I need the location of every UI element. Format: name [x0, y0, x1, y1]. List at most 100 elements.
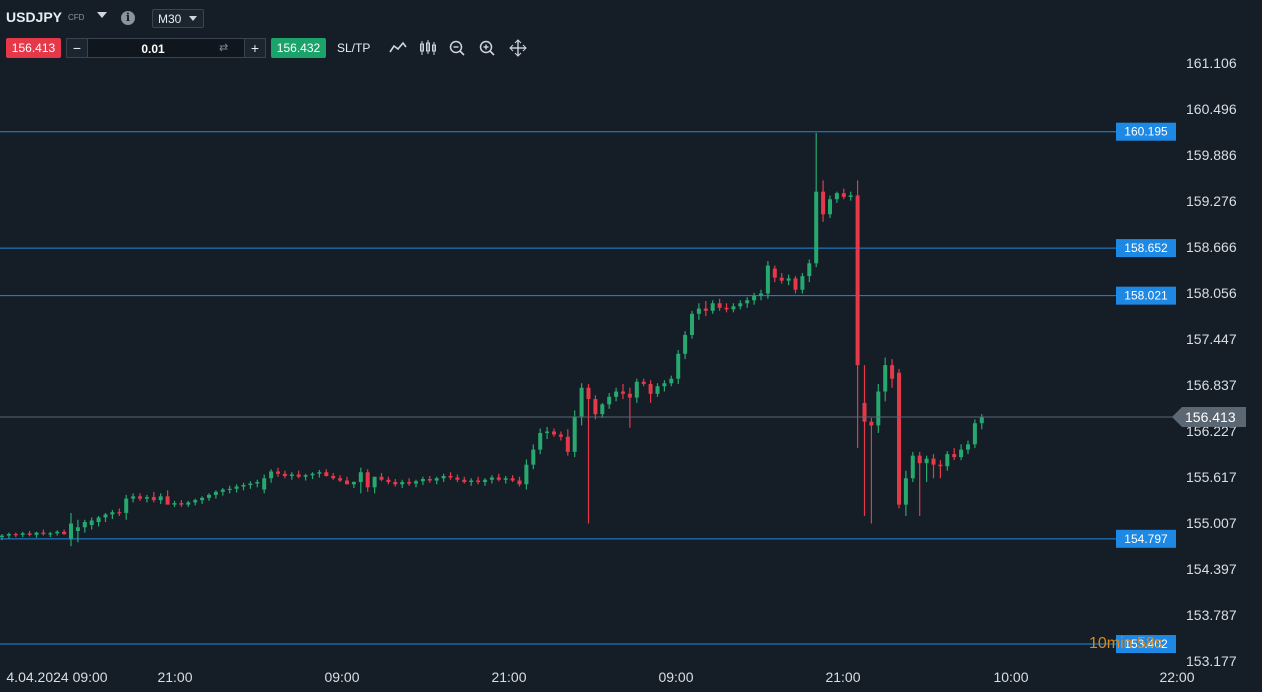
candle-body [220, 489, 225, 492]
candle [469, 478, 474, 486]
buy-button[interactable]: 156.432 [271, 38, 326, 58]
candle-body [910, 455, 915, 479]
candle-body [489, 477, 494, 480]
candle [634, 378, 639, 403]
candle-body [345, 480, 349, 485]
candle-body [434, 478, 439, 481]
candle [627, 387, 632, 428]
candle [317, 469, 322, 478]
candle [841, 188, 846, 200]
candle-body [241, 485, 246, 487]
candle-body [690, 313, 694, 335]
candle [779, 273, 784, 284]
zoom-in-icon[interactable] [478, 39, 498, 57]
candle-body [627, 393, 632, 398]
y-tick-label: 153.177 [1186, 653, 1237, 669]
candle-body [607, 396, 612, 405]
candle [144, 494, 149, 503]
decrease-quantity-button[interactable]: − [67, 39, 88, 57]
candle-body [207, 494, 211, 498]
candle [558, 431, 563, 441]
candle-body [41, 532, 46, 535]
level-label-2[interactable]: 158.021 [1124, 289, 1168, 303]
candle [379, 472, 384, 482]
candle-body [448, 475, 453, 478]
candle [579, 383, 584, 426]
candle [641, 378, 646, 387]
candle-body [317, 472, 322, 474]
x-tick-label: 21:00 [825, 669, 860, 685]
candle-body [586, 387, 591, 400]
price-axis[interactable]: 161.106 160.496 159.886 159.276 158.666 158.0… [1186, 55, 1237, 669]
candle-body [821, 191, 826, 215]
candle-body [483, 479, 487, 483]
candle [738, 300, 743, 310]
candle-countdown: 10min 58s [1089, 635, 1163, 652]
level-label-0[interactable]: 160.195 [1124, 125, 1168, 139]
candle [897, 368, 901, 509]
candle-body [545, 431, 550, 434]
move-icon[interactable] [508, 39, 528, 57]
candle-body [55, 531, 60, 534]
candle [765, 261, 770, 299]
candle [41, 529, 46, 536]
candle [931, 454, 936, 479]
candle-body [841, 193, 846, 197]
y-tick-label: 155.007 [1186, 515, 1237, 531]
zoom-out-icon[interactable] [448, 39, 468, 57]
x-tick-label: 10:00 [993, 669, 1028, 685]
candle-body [248, 483, 253, 486]
candle-body [69, 523, 73, 539]
candle-body [972, 423, 977, 445]
symbol-dropdown-icon[interactable] [97, 12, 107, 18]
level-label-3[interactable]: 154.797 [1124, 532, 1168, 546]
y-tick-label: 154.397 [1186, 561, 1237, 577]
candle [282, 470, 287, 479]
candle-body [565, 436, 570, 452]
quantity-input[interactable] [91, 39, 215, 59]
candle-body [938, 464, 943, 467]
candle-body [427, 479, 432, 481]
candles-icon[interactable] [418, 39, 438, 57]
candle-body [34, 532, 39, 535]
candle-body [82, 522, 87, 528]
candle-body [552, 431, 556, 435]
y-tick-label: 155.617 [1186, 469, 1237, 485]
quantity-stepper: − ⇄ + [66, 38, 266, 59]
candle-body [455, 477, 460, 480]
y-tick-label: 156.227 [1186, 423, 1237, 439]
y-tick-label: 159.886 [1186, 147, 1237, 163]
timeframe-select[interactable]: M30 [152, 9, 204, 28]
info-icon[interactable]: i [121, 11, 135, 25]
instrument-type-badge: CFD [68, 13, 85, 22]
symbol-name[interactable]: USDJPY [6, 9, 63, 25]
candle-body [262, 478, 267, 490]
candle-body [269, 471, 274, 479]
candle [103, 512, 108, 523]
level-label-4[interactable]: 153.402 [1124, 637, 1168, 651]
candle-body [558, 434, 563, 437]
time-axis[interactable]: 4.04.2024 09:00 21:00 09:00 21:00 09:00 21:00… [6, 669, 1194, 685]
candle [441, 473, 446, 483]
level-label-1[interactable]: 158.652 [1124, 241, 1168, 255]
swap-icon[interactable]: ⇄ [219, 42, 229, 54]
sltp-button[interactable]: SL/TP [337, 41, 371, 55]
level-label-bg-1 [1116, 239, 1176, 258]
increase-quantity-button[interactable]: + [244, 39, 265, 57]
candle-body [393, 482, 398, 485]
sell-button[interactable]: 156.413 [6, 38, 61, 58]
candle-body [131, 496, 136, 499]
candle [262, 474, 267, 494]
candle [572, 410, 577, 458]
candle [407, 478, 412, 486]
candle-body [282, 473, 287, 476]
candle-body [200, 497, 205, 501]
candle-body [848, 195, 853, 197]
candle [131, 493, 136, 503]
candle [296, 470, 301, 479]
candle [200, 496, 205, 504]
candle [89, 517, 94, 530]
line-chart-icon[interactable] [388, 39, 408, 57]
candle-body [834, 193, 839, 200]
